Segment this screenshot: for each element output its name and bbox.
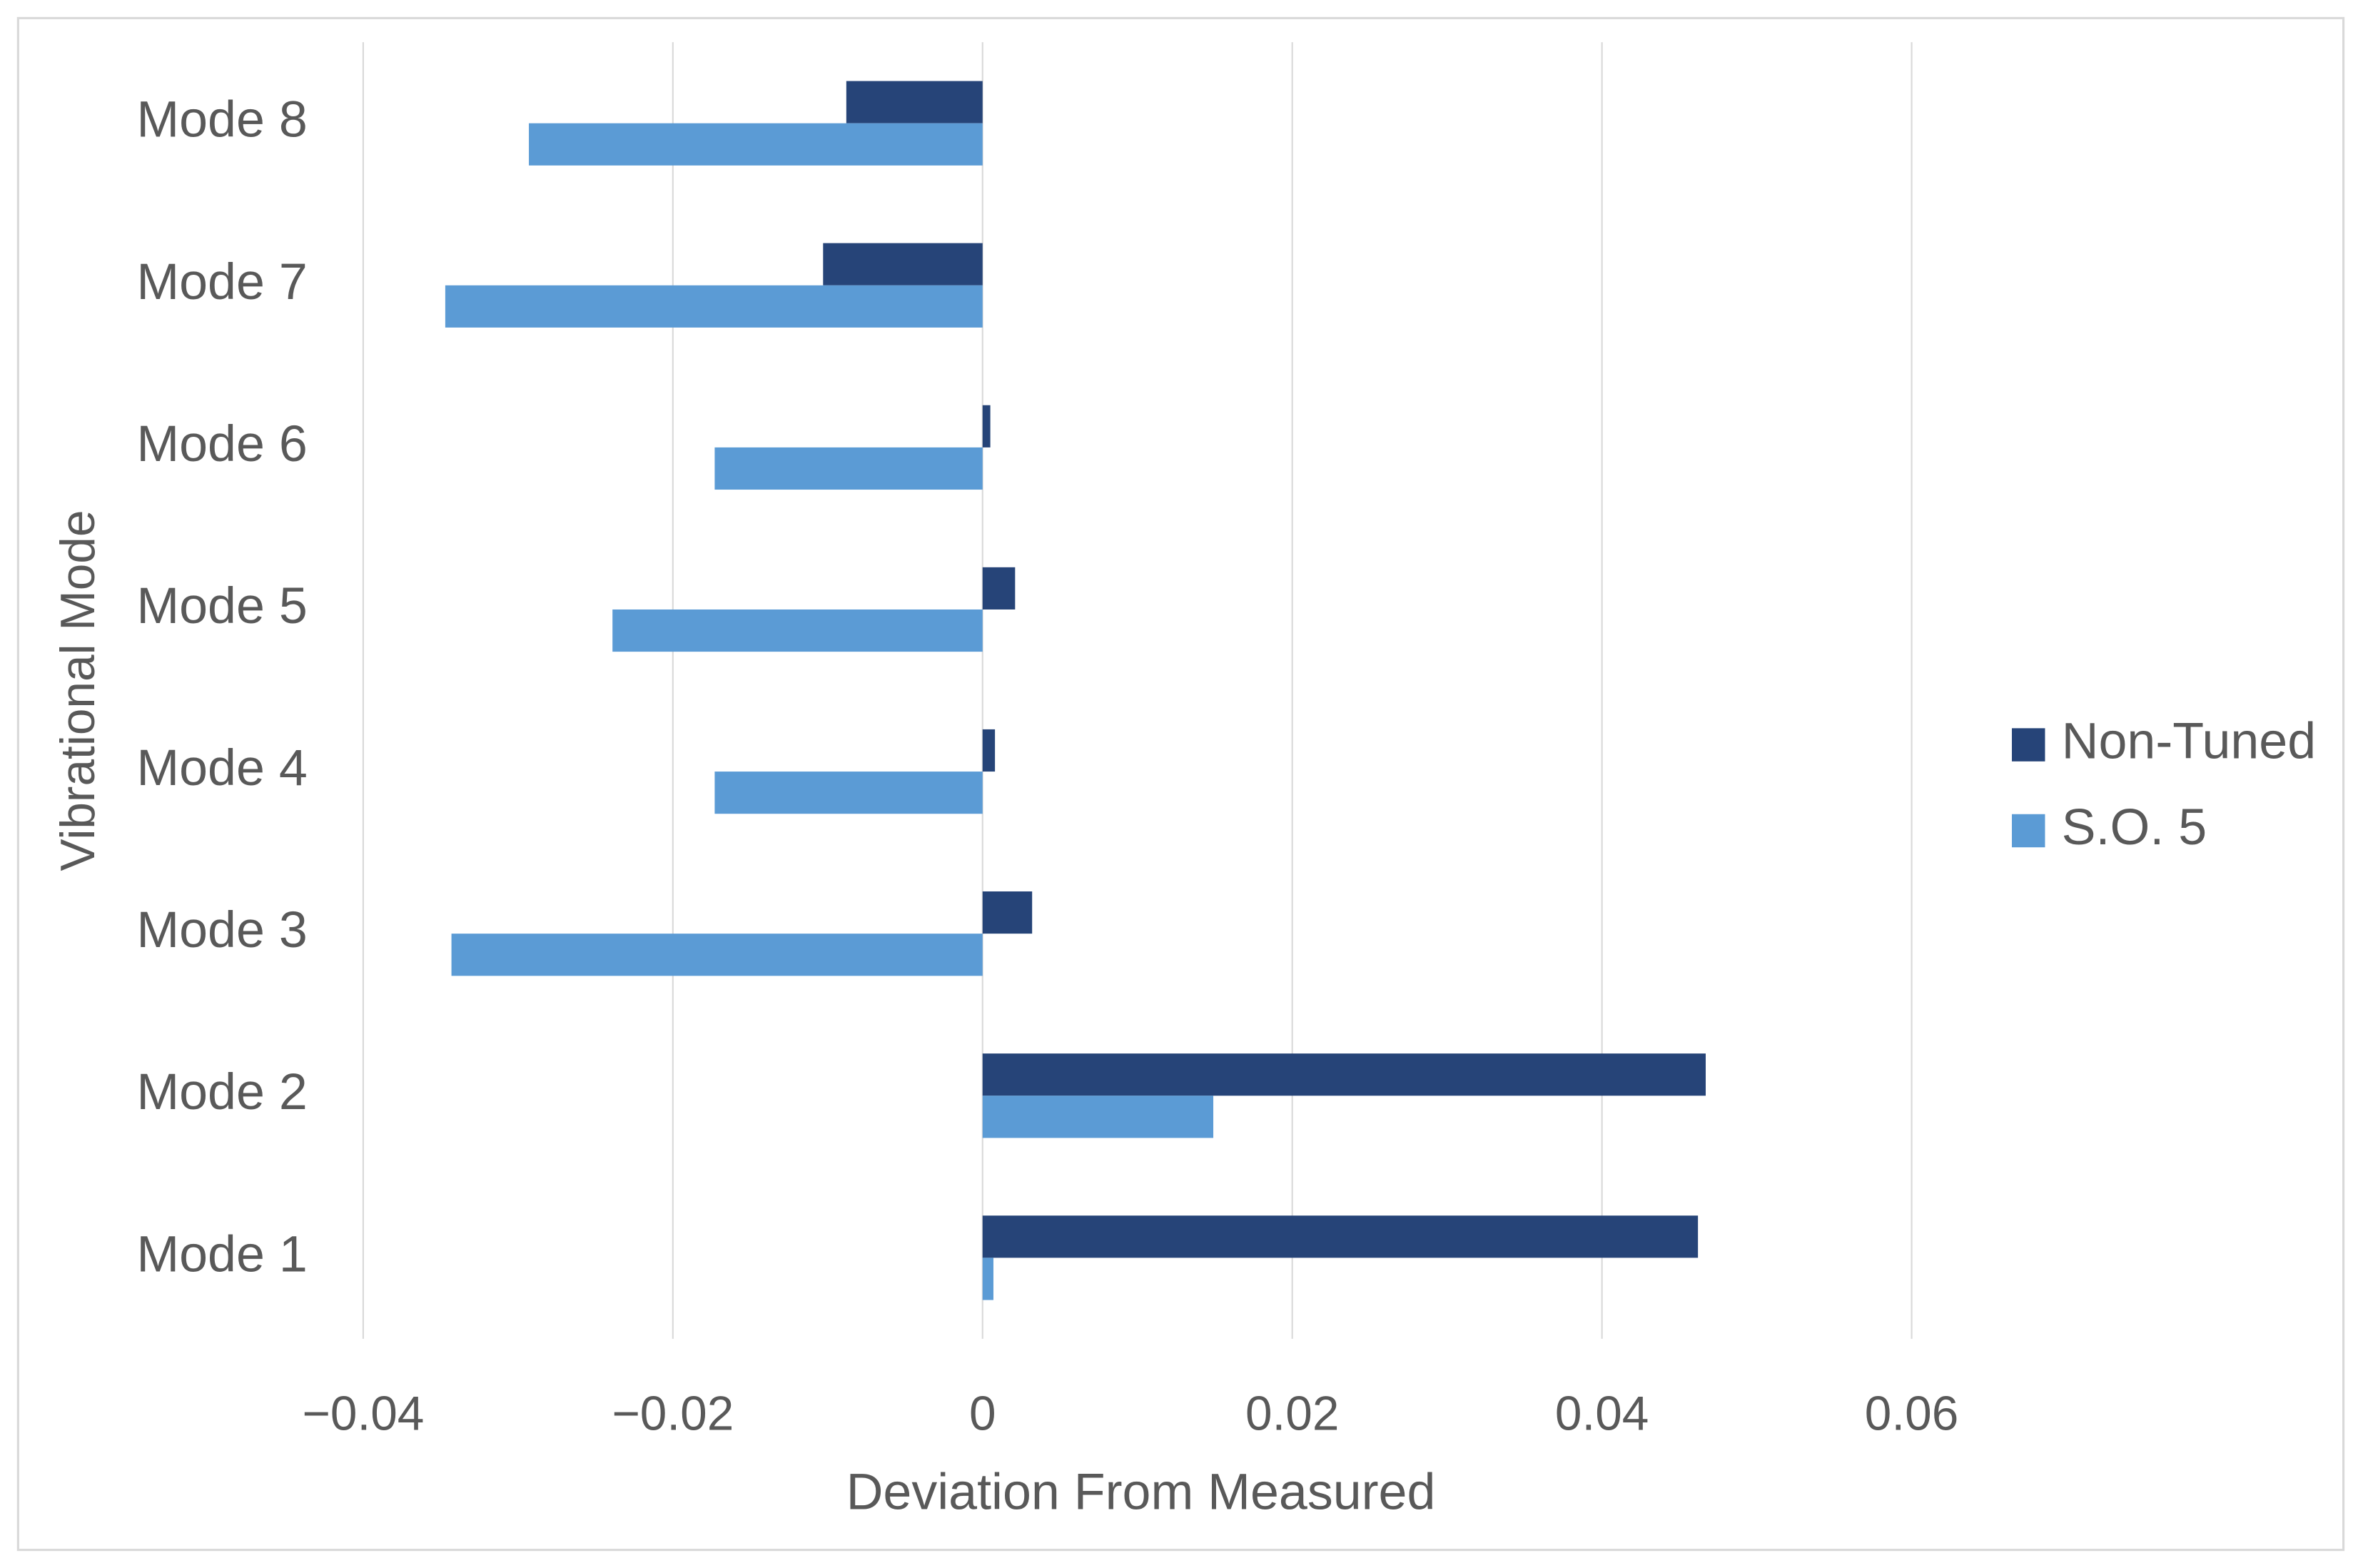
x-tick-label: 0 xyxy=(969,1387,996,1441)
bar xyxy=(982,1096,1214,1138)
bar xyxy=(982,405,991,447)
bar xyxy=(823,243,983,285)
legend-label: Non-Tuned xyxy=(2062,713,2316,770)
bar xyxy=(982,891,1033,934)
bar xyxy=(982,1258,993,1300)
bar xyxy=(714,772,983,814)
bar xyxy=(612,609,983,652)
x-tick-label: 0.04 xyxy=(1555,1387,1649,1441)
x-tick-label: 0.06 xyxy=(1865,1387,1959,1441)
y-tick-label: Mode 5 xyxy=(136,577,307,634)
y-tick-label: Mode 7 xyxy=(136,253,307,310)
bar xyxy=(982,1053,1706,1096)
bar xyxy=(982,567,1016,610)
y-tick-label: Mode 3 xyxy=(136,901,307,958)
bar xyxy=(982,1215,1699,1258)
y-tick-label: Mode 2 xyxy=(136,1063,307,1121)
chart-border xyxy=(16,16,2345,1552)
y-tick-label: Mode 8 xyxy=(136,91,307,148)
x-tick-label: −0.02 xyxy=(612,1387,734,1441)
bar xyxy=(714,447,983,490)
x-tick-label: −0.04 xyxy=(302,1387,424,1441)
legend-swatch xyxy=(2011,814,2045,848)
legend-label: S.O. 5 xyxy=(2062,799,2207,856)
y-tick-label: Mode 1 xyxy=(136,1225,307,1283)
y-tick-label: Mode 6 xyxy=(136,415,307,472)
x-tick-label: 0.02 xyxy=(1245,1387,1340,1441)
x-axis-title: Deviation From Measured xyxy=(846,1464,1436,1521)
bar xyxy=(529,123,983,166)
bar xyxy=(445,285,983,328)
bar xyxy=(451,934,983,976)
y-tick-label: Mode 4 xyxy=(136,739,307,796)
bar xyxy=(982,729,996,772)
legend-swatch xyxy=(2011,728,2045,762)
bar xyxy=(846,81,983,123)
y-axis-title: Vibrational Mode xyxy=(51,510,105,871)
